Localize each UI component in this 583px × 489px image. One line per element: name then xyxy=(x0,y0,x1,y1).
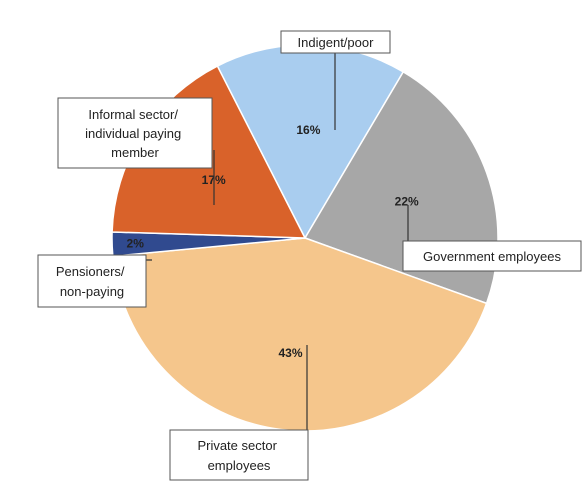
percent-label-government: 22% xyxy=(395,194,419,208)
label-private: Private sector employees xyxy=(169,429,309,481)
percent-label-indigent: 16% xyxy=(296,123,320,137)
label-pensioners: Pensioners/ non-paying xyxy=(37,254,147,308)
label-informal-line-1: Informal sector/ xyxy=(88,107,178,122)
label-informal-line-2: individual paying xyxy=(85,126,181,141)
svg-text:Government employees: Government employees xyxy=(423,249,562,264)
label-informal-line-3: member xyxy=(111,145,159,160)
label-government-line-1: Government employees xyxy=(423,249,562,264)
percent-label-pensioners: 2% xyxy=(127,236,145,250)
label-private-line-1: Private sector xyxy=(197,438,277,453)
label-private-line-2: employees xyxy=(208,458,271,473)
svg-text:Informal sector/ individ: Informal sector/ individual paying membe… xyxy=(85,107,185,160)
label-pensioners-line-1: Pensioners/ xyxy=(56,264,125,279)
svg-text:Private sector employees: Private sector employees xyxy=(197,438,280,473)
label-pensioners-line-2: non-paying xyxy=(60,284,124,299)
label-government: Government employees xyxy=(402,240,582,272)
svg-text:Indigent/poor: Indigent/poor xyxy=(298,35,375,50)
percent-label-private: 43% xyxy=(278,346,302,360)
pie-slice-private xyxy=(112,237,488,432)
label-indigent-line-1: Indigent/poor xyxy=(298,35,375,50)
label-indigent: Indigent/poor xyxy=(280,30,391,54)
svg-text:Pensioners/ non-paying: Pensioners/ non-paying xyxy=(56,264,128,299)
label-informal: Informal sector/ individual paying membe… xyxy=(57,97,213,169)
